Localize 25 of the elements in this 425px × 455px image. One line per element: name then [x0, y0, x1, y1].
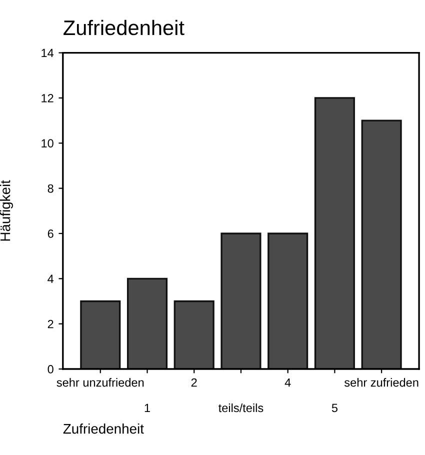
y-tick-label: 6 [48, 230, 54, 238]
x-tick-label: sehr zufrieden [344, 378, 418, 387]
y-axis-title: Häufigkeit [0, 180, 13, 241]
x-tick-label: 4 [284, 378, 291, 387]
y-tick-label: 0 [48, 365, 54, 374]
bar [126, 278, 168, 370]
x-tick-label: 5 [332, 404, 338, 412]
x-axis-title: Zufriedenheit [63, 424, 144, 434]
y-tick-label: 4 [48, 274, 54, 283]
chart-title: Zufriedenheit [64, 20, 184, 36]
x-tick-label: 2 [191, 378, 197, 387]
bar [361, 120, 402, 370]
x-tick-label: 1 [144, 404, 150, 412]
bar [268, 232, 308, 370]
bar [220, 232, 262, 370]
y-tick-label: 8 [48, 184, 54, 193]
x-tick-label: sehr unzufrieden [56, 378, 144, 387]
y-tick-label: 14 [42, 48, 54, 58]
y-tick-label: 2 [48, 320, 54, 328]
y-tick-label: 10 [42, 139, 54, 148]
bar [314, 97, 355, 370]
x-tick-label: teils/teils [218, 403, 264, 412]
bar [174, 300, 214, 370]
bar [80, 300, 121, 370]
y-tick-label: 12 [42, 94, 54, 102]
